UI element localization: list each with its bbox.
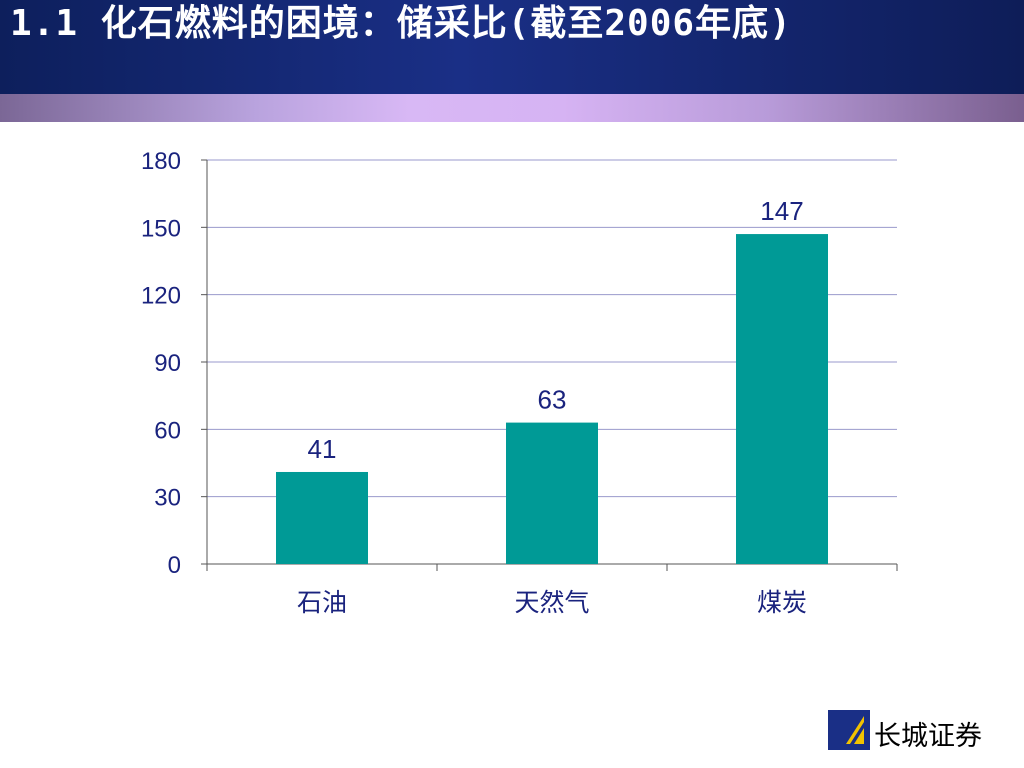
slide-title: 1.1 化石燃料的困境：储采比(截至2006年底) <box>10 3 792 44</box>
company-logo: 长城证券 <box>828 708 1008 752</box>
bar <box>736 234 828 565</box>
header-accent-band <box>0 94 1024 122</box>
y-tick-label: 30 <box>154 485 181 512</box>
x-tick-label: 石油 <box>297 588 347 617</box>
data-label: 147 <box>760 196 803 226</box>
bar <box>276 471 368 564</box>
data-label: 63 <box>538 385 567 415</box>
bar <box>506 422 598 564</box>
y-tick-label: 150 <box>141 215 181 242</box>
y-tick-label: 0 <box>168 552 181 579</box>
data-label: 41 <box>308 434 337 464</box>
y-tick-label: 90 <box>154 350 181 377</box>
y-tick-label: 60 <box>154 417 181 444</box>
logo-icon <box>828 710 870 750</box>
y-tick-label: 180 <box>141 148 181 175</box>
x-tick-label: 天然气 <box>514 588 589 617</box>
title-header: 1.1 化石燃料的困境：储采比(截至2006年底) <box>0 0 1024 94</box>
logo-text: 长城证券 <box>874 721 982 752</box>
y-tick-label: 120 <box>141 283 181 310</box>
x-tick-label: 煤炭 <box>757 588 807 617</box>
